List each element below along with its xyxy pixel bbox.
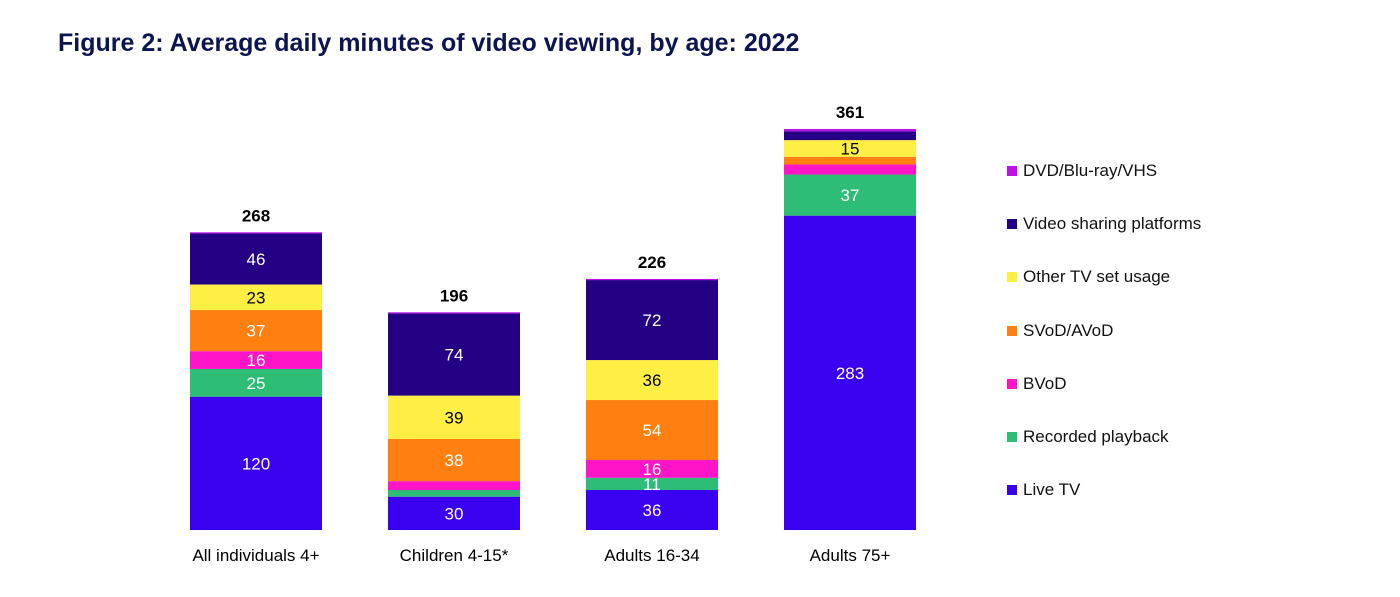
- legend-item: BVoD: [1007, 374, 1066, 394]
- bar-segment: [388, 438, 520, 482]
- legend-label: Live TV: [1023, 480, 1081, 500]
- bar-segment: [784, 215, 916, 531]
- legend-swatch: [1007, 166, 1017, 176]
- legend-swatch: [1007, 432, 1017, 442]
- legend-item: SVoD/AVoD: [1007, 321, 1113, 341]
- bar-segment: [190, 233, 322, 285]
- legend-item: Video sharing platforms: [1007, 214, 1201, 234]
- data-label: 36: [643, 371, 662, 390]
- bar-segment: [388, 395, 520, 439]
- legend-label: Recorded playback: [1023, 427, 1169, 446]
- bar-segment: [190, 368, 322, 397]
- chart-title: Figure 2: Average daily minutes of video…: [58, 29, 800, 57]
- legend-label: BVoD: [1023, 373, 1067, 393]
- total-label: 226: [638, 253, 666, 272]
- legend-label: SVoD/AVoD: [1023, 320, 1114, 340]
- bar-segment: [586, 400, 718, 461]
- bar-segment: [784, 140, 916, 157]
- total-label: 361: [836, 103, 864, 122]
- bar-segment: [784, 156, 916, 165]
- data-label: 120: [242, 454, 270, 473]
- legend-label: Video sharing platforms: [1023, 214, 1202, 234]
- bar-segment: [190, 310, 322, 352]
- bar-segment: [784, 164, 916, 175]
- legend-swatch: [1007, 325, 1017, 336]
- data-label: 37: [841, 186, 860, 205]
- legend-swatch: [1007, 485, 1017, 496]
- bar-segment: [190, 284, 322, 311]
- data-label: 23: [247, 288, 266, 307]
- category-tick-label: All individuals 4+: [192, 546, 319, 565]
- data-label: 11: [643, 475, 661, 494]
- legend-swatch: [1007, 378, 1017, 389]
- data-label: 72: [643, 311, 662, 330]
- data-label: 39: [445, 408, 464, 427]
- data-label: 38: [445, 451, 464, 470]
- bar-segment: [190, 396, 322, 530]
- legend-label: Other TV set usage: [1023, 267, 1171, 287]
- bar-segment: [388, 481, 520, 491]
- bar-segment: [388, 313, 520, 396]
- data-label: 283: [836, 364, 864, 383]
- legend-swatch: [1007, 219, 1017, 230]
- legend-item: Other TV set usage: [1007, 267, 1170, 287]
- bar-segment: [784, 129, 916, 132]
- category-tick-label: Adults 75+: [810, 546, 891, 565]
- bar-segment: [784, 131, 916, 141]
- bar-segment: [784, 174, 916, 216]
- data-label: 30: [445, 504, 464, 523]
- category-tick-label: Adults 16-34: [604, 546, 699, 565]
- bar-segment: [190, 232, 322, 234]
- bar-segment: [586, 490, 718, 530]
- data-label: 74: [445, 345, 464, 364]
- legend-item: Recorded playback: [1007, 427, 1169, 447]
- data-label: 15: [841, 139, 860, 158]
- bar-segment: [388, 496, 520, 530]
- data-label: 16: [247, 351, 266, 370]
- legend-swatch: [1007, 272, 1017, 283]
- bar-segment: [586, 360, 718, 401]
- bar-segment: [388, 312, 520, 314]
- bar-segment: [586, 460, 718, 478]
- category-tick-label: Children 4-15*: [400, 546, 509, 565]
- bar-segment: [190, 351, 322, 369]
- data-label: 54: [643, 421, 662, 440]
- data-label: 37: [247, 322, 266, 341]
- bar-segment: [586, 477, 718, 491]
- data-label: 16: [643, 460, 662, 479]
- legend-item: Live TV: [1007, 480, 1080, 500]
- data-label: 36: [643, 501, 662, 520]
- bar-segment: [586, 280, 718, 361]
- legend-label: DVD/Blu-ray/VHS: [1023, 161, 1158, 180]
- total-label: 268: [242, 206, 270, 225]
- data-label: 25: [247, 374, 266, 393]
- data-label: 46: [247, 250, 266, 269]
- bar-segment: [586, 278, 718, 281]
- total-label: 196: [440, 286, 468, 305]
- bar-segment: [388, 490, 520, 497]
- legend-item: DVD/Blu-ray/VHS: [1007, 161, 1157, 181]
